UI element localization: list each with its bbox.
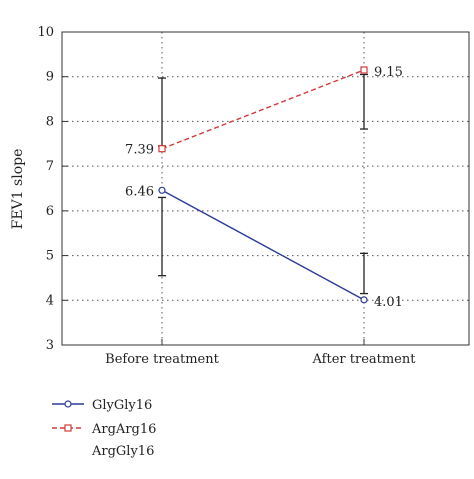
x-tick-label: After treatment — [312, 352, 417, 367]
y-tick-label: 10 — [37, 25, 54, 40]
grid-lines — [62, 32, 469, 345]
legend-marker-circle — [64, 400, 72, 408]
y-tick-label: 7 — [46, 159, 54, 174]
data-label: 4.01 — [374, 295, 403, 310]
y-tick-label: 5 — [46, 249, 54, 264]
y-tick-label: 6 — [46, 204, 54, 219]
legend-label: ArgArg16 — [91, 422, 156, 437]
data-label: 7.39 — [125, 143, 154, 158]
plot-frame — [61, 31, 470, 346]
series-markers — [158, 66, 368, 304]
legend: GlyGly16 ArgArg16 ArgGly16 — [52, 398, 156, 459]
data-point-circle — [158, 186, 166, 194]
x-tick-label: Before treatment — [105, 352, 219, 367]
legend-label: GlyGly16 — [92, 398, 152, 413]
x-axis-ticks: Before treatment After treatment — [105, 339, 416, 367]
y-tick-label: 8 — [46, 114, 54, 129]
error-bars — [158, 73, 368, 295]
data-labels: 6.46 4.01 7.39 9.15 — [125, 65, 403, 310]
y-axis-ticks: 3 4 5 6 7 8 9 10 — [37, 25, 68, 353]
legend-label: ArgGly16 — [91, 444, 154, 459]
series-line-argarg16 — [161, 69, 365, 150]
data-label: 6.46 — [125, 184, 154, 199]
series-line-glygly16 — [161, 189, 365, 301]
y-tick-label: 9 — [46, 70, 54, 85]
legend-marker-square — [64, 424, 72, 432]
data-point-circle — [360, 296, 368, 304]
data-label: 9.15 — [374, 65, 403, 80]
data-point-square — [158, 145, 166, 153]
data-point-square — [360, 66, 368, 74]
y-tick-label: 4 — [46, 293, 54, 308]
series-lines — [161, 69, 365, 301]
y-tick-label: 3 — [46, 338, 54, 353]
y-axis-label: FEV1 slope — [10, 149, 26, 230]
